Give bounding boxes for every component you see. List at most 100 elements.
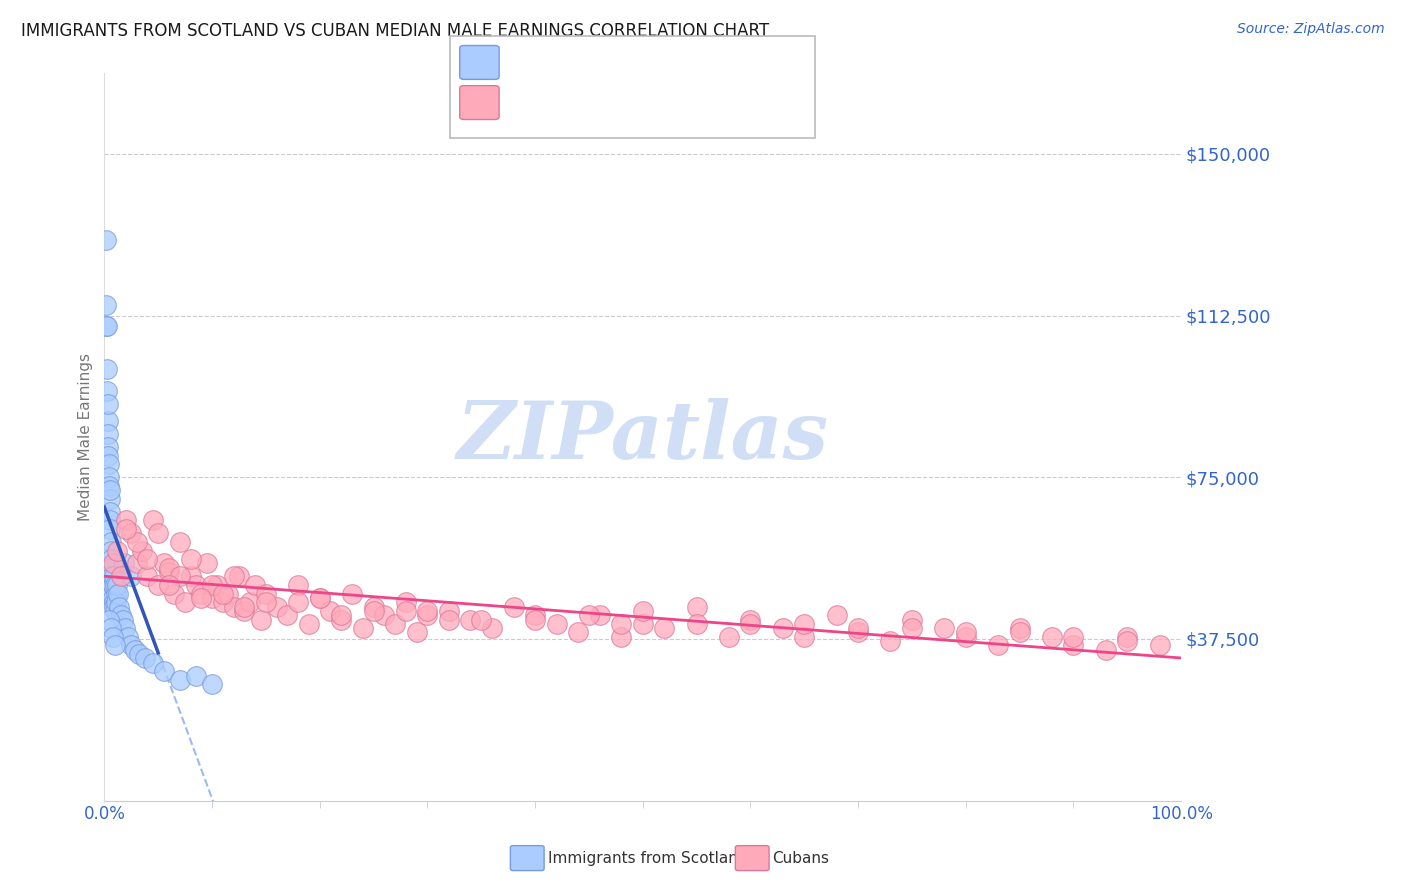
Point [308, 591, 330, 605]
Point [955, 630, 977, 644]
Point [101, 578, 124, 592]
Point [100, 621, 122, 635]
Point [222, 569, 245, 583]
Point [524, 608, 547, 623]
Point [100, 535, 122, 549]
Point [142, 513, 165, 527]
Point [174, 595, 197, 609]
Point [125, 535, 148, 549]
Point [610, 616, 633, 631]
Point [437, 604, 460, 618]
Point [96, 298, 118, 312]
Point [98, 491, 121, 506]
Point [211, 587, 233, 601]
Point [266, 599, 288, 614]
Point [111, 613, 134, 627]
Point [100, 543, 122, 558]
Point [1149, 639, 1171, 653]
Point [101, 587, 124, 601]
Point [254, 587, 277, 601]
Point [1040, 630, 1063, 644]
Point [117, 630, 139, 644]
Point [879, 634, 901, 648]
Point [94, 233, 117, 247]
Point [128, 647, 150, 661]
Point [104, 578, 127, 592]
Point [416, 604, 439, 618]
Text: N=: N= [619, 94, 650, 112]
Point [195, 557, 218, 571]
Point [169, 673, 191, 687]
Point [481, 621, 503, 635]
Point [207, 578, 229, 592]
Point [125, 557, 148, 571]
Point [631, 604, 654, 618]
Point [115, 513, 138, 527]
Point [460, 613, 482, 627]
Point [110, 608, 132, 623]
Point [104, 587, 127, 601]
Point [546, 616, 568, 631]
Point [233, 599, 256, 614]
Point [169, 569, 191, 583]
Point [298, 616, 321, 631]
Point [846, 621, 869, 635]
Point [97, 397, 120, 411]
Point [901, 621, 924, 635]
Point [631, 616, 654, 631]
Point [793, 616, 815, 631]
Point [685, 599, 707, 614]
Point [101, 569, 124, 583]
Point [120, 639, 142, 653]
Point [103, 599, 125, 614]
Point [793, 630, 815, 644]
Point [578, 608, 600, 623]
Point [98, 505, 121, 519]
Point [190, 591, 212, 605]
Point [330, 613, 353, 627]
Text: R =: R = [506, 54, 543, 71]
Text: 108: 108 [658, 94, 693, 112]
Point [107, 587, 129, 601]
Text: IMMIGRANTS FROM SCOTLAND VS CUBAN MEDIAN MALE EARNINGS CORRELATION CHART: IMMIGRANTS FROM SCOTLAND VS CUBAN MEDIAN… [21, 22, 769, 40]
Point [120, 569, 142, 583]
Point [201, 578, 224, 592]
Point [98, 483, 121, 498]
Point [148, 578, 170, 592]
Point [1094, 642, 1116, 657]
Point [717, 630, 740, 644]
Point [180, 552, 202, 566]
Point [97, 414, 120, 428]
Point [243, 578, 266, 592]
Point [340, 587, 363, 601]
Point [148, 526, 170, 541]
Point [352, 621, 374, 635]
Point [470, 613, 492, 627]
Point [103, 595, 125, 609]
Point [772, 621, 794, 635]
Point [1008, 621, 1031, 635]
Point [416, 608, 439, 623]
Point [1116, 634, 1139, 648]
Point [103, 569, 125, 583]
Point [740, 613, 762, 627]
Point [112, 557, 135, 571]
Point [201, 677, 224, 691]
Point [157, 578, 180, 592]
Point [105, 578, 128, 592]
Point [100, 569, 122, 583]
Point [190, 587, 212, 601]
Point [152, 665, 174, 679]
Point [567, 625, 589, 640]
Point [120, 526, 142, 541]
Point [184, 668, 207, 682]
Point [846, 625, 869, 640]
Point [217, 587, 239, 601]
Text: R =: R = [506, 94, 543, 112]
Point [110, 569, 132, 583]
Point [287, 595, 309, 609]
Point [157, 565, 180, 579]
Point [308, 591, 330, 605]
Text: Immigrants from Scotland: Immigrants from Scotland [548, 851, 748, 865]
Point [184, 578, 207, 592]
